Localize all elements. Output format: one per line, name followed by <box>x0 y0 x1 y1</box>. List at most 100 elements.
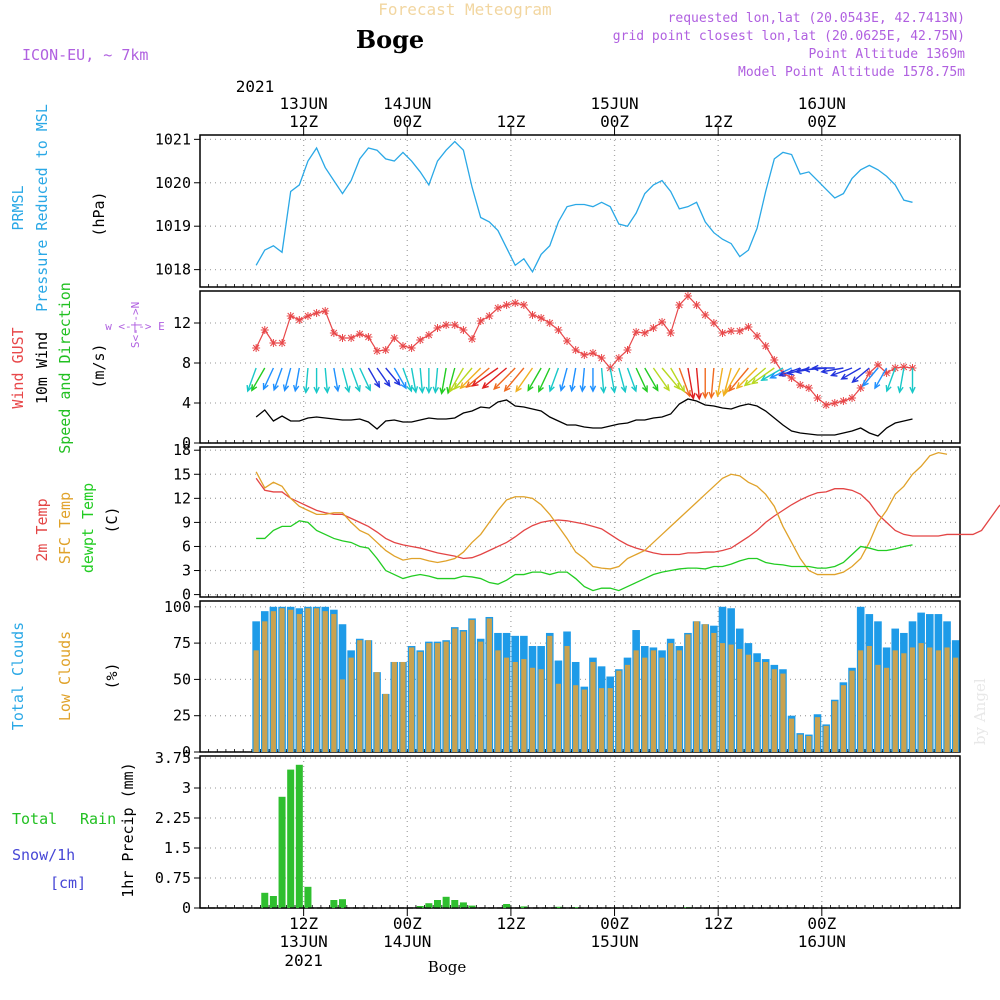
wind-arrow-shaft <box>273 367 283 391</box>
wind-arrow-shaft <box>744 367 767 386</box>
rain-bar <box>295 764 303 908</box>
wind-arrow-head <box>538 385 544 393</box>
wind-arrow-shaft <box>247 367 257 392</box>
bottom-date-label: 16JUN <box>798 932 846 951</box>
low-cloud-bar <box>754 661 760 752</box>
gust-marker <box>675 301 684 309</box>
y-tick-label: 0 <box>182 586 191 604</box>
rain-bar <box>278 796 286 908</box>
wind-arrow-shaft <box>376 367 391 387</box>
low-cloud-bar <box>357 640 363 752</box>
wind-arrow-head <box>481 382 489 389</box>
year-top: 2021 <box>236 77 275 96</box>
label-prmsl: PRMSL <box>9 185 27 230</box>
y-tick-label: 0 <box>182 899 191 917</box>
wind-arrow-head <box>411 386 419 394</box>
low-cloud-bar <box>408 647 415 752</box>
wind-arrow-shaft <box>440 367 447 394</box>
bottom-date-label: 14JUN <box>383 932 431 951</box>
low-cloud-bar <box>771 669 777 752</box>
wind-arrow-shaft <box>305 367 309 393</box>
gust-marker <box>709 319 718 327</box>
low-cloud-bar <box>624 664 631 752</box>
gust-marker <box>632 328 641 336</box>
top-hour-label: 00Z <box>600 112 629 131</box>
gust-marker <box>899 363 908 371</box>
gust-marker <box>502 301 511 309</box>
wind-arrow-shaft <box>687 367 695 399</box>
low-cloud-bar <box>702 624 708 752</box>
wind-arrow-head <box>432 386 440 395</box>
gust-marker <box>416 336 425 344</box>
bottom-date-label: 15JUN <box>590 932 638 951</box>
top-title: Forecast Meteogram <box>378 0 551 19</box>
y-tick-label: 3 <box>182 562 191 580</box>
low-cloud-bar <box>573 685 579 752</box>
dewpt-line <box>256 520 913 592</box>
gust-marker <box>347 334 356 342</box>
wind-arrow-shaft <box>324 367 329 393</box>
bottom-hour-label: 00Z <box>600 914 629 933</box>
low-cloud-bar <box>452 628 458 752</box>
rain-bar <box>434 900 441 908</box>
rain-bar <box>287 769 295 908</box>
wind-arrow-shaft <box>770 367 792 379</box>
gust-marker <box>476 317 485 325</box>
gust-marker <box>260 326 269 334</box>
y-tick-label: 6 <box>182 537 191 555</box>
label-precip: 1hr Precip (mm) <box>119 762 137 897</box>
low-cloud-bar <box>434 643 441 752</box>
wind-arrow-head <box>292 384 300 393</box>
wind-arrow-head <box>400 382 407 390</box>
wind-arrow-shaft <box>626 367 637 392</box>
low-cloud-bar <box>348 657 354 752</box>
rain-bar <box>468 905 476 908</box>
bottom-hour-label: 00Z <box>393 914 422 933</box>
wind-arrow-head <box>829 370 838 377</box>
wind-arrow-head <box>559 384 566 392</box>
low-cloud-bar <box>745 654 752 752</box>
wind-arrow-head <box>503 384 511 392</box>
low-cloud-bar <box>668 643 674 752</box>
label-snow-unit: [cm] <box>50 874 86 892</box>
wind-arrow-shaft <box>652 367 670 391</box>
wind-arrow-shaft <box>549 367 560 392</box>
gust-marker <box>701 311 710 319</box>
label-celsius: (C) <box>103 506 121 533</box>
gust-marker <box>571 346 580 354</box>
low-cloud-bar <box>711 632 717 752</box>
sfc-temp-line <box>255 451 948 576</box>
wind-arrow-head <box>374 380 381 389</box>
wind-arrow-head <box>569 384 576 393</box>
wind-arrow-head <box>527 384 534 392</box>
temp2m-line <box>255 477 1000 560</box>
y-tick-label: 15 <box>173 465 191 483</box>
y-tick-label: 3.75 <box>155 749 191 767</box>
bottom-hour-label: 00Z <box>807 914 836 933</box>
rain-bar <box>261 892 269 908</box>
rain-bar <box>520 906 528 908</box>
label-low-clouds: Low Clouds <box>56 631 74 721</box>
gust-marker <box>442 321 451 329</box>
low-cloud-bar <box>806 736 812 752</box>
wind-arrow-head <box>303 386 310 395</box>
label-wind-gust: Wind GUST <box>9 327 27 408</box>
wind-arrow-shaft <box>504 367 525 392</box>
y-tick-label: 1.5 <box>164 839 191 857</box>
low-cloud-bar <box>875 664 881 752</box>
low-cloud-bar <box>676 650 682 752</box>
requested-coords: requested lon,lat (20.0543E, 42.7413N) <box>668 11 965 26</box>
wind-arrow-shaft <box>821 367 844 373</box>
wind-arrow-shaft <box>841 367 862 380</box>
wind-arrow-head <box>600 386 607 395</box>
wind-arrow-head <box>365 384 371 392</box>
top-hour-label: 12Z <box>289 112 318 131</box>
wind-arrow-head <box>453 382 461 390</box>
low-cloud-bar <box>693 621 700 752</box>
wind-arrow-head <box>579 385 586 393</box>
low-cloud-bar <box>901 653 907 752</box>
y-tick-label: 8 <box>182 354 191 372</box>
gust-marker <box>381 346 390 354</box>
wind-arrow-shaft <box>609 367 616 393</box>
gust-marker <box>658 318 667 326</box>
